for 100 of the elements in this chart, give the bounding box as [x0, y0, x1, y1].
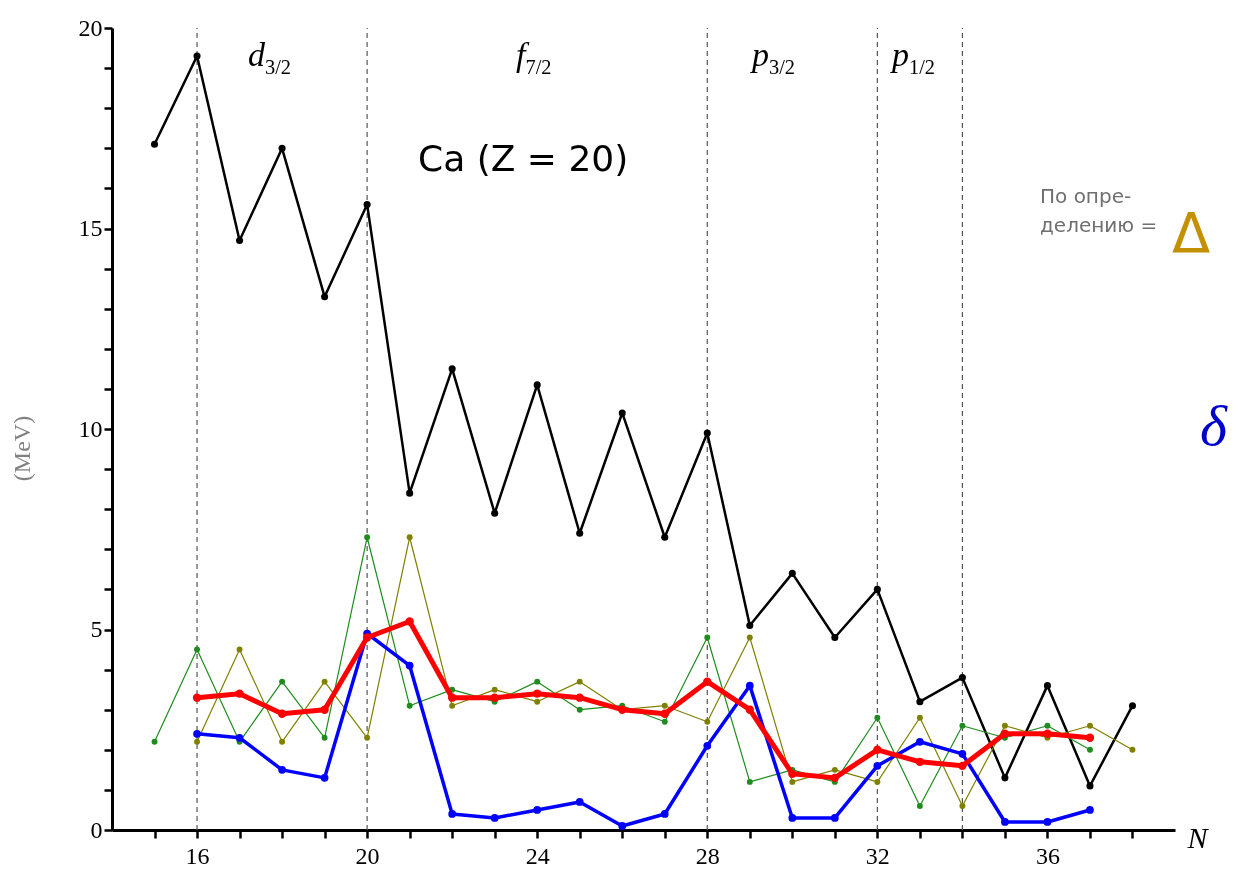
- x-tick-label: 16: [185, 842, 210, 869]
- point: [916, 714, 923, 721]
- point: [405, 661, 414, 670]
- point: [661, 702, 668, 709]
- x-axis-title: N: [1186, 820, 1210, 854]
- point: [959, 802, 966, 809]
- point: [958, 761, 967, 771]
- point: [320, 774, 329, 782]
- point: [320, 705, 329, 714]
- point: [874, 714, 881, 721]
- point: [830, 773, 840, 783]
- point: [575, 693, 584, 702]
- point: [533, 806, 542, 814]
- annotation: По опре-делению =: [1040, 184, 1158, 237]
- point: [575, 798, 584, 806]
- point: [703, 429, 711, 437]
- point: [746, 621, 754, 630]
- annotation: Ca (Z = 20): [418, 138, 629, 179]
- point: [1001, 774, 1009, 782]
- point: [873, 761, 882, 770]
- point: [449, 702, 456, 709]
- point: [916, 737, 924, 746]
- point: [576, 706, 583, 713]
- point: [491, 509, 499, 517]
- point: [533, 689, 542, 698]
- point: [1001, 818, 1009, 826]
- annotation: d$_{3/2}$: [248, 36, 292, 79]
- point: [958, 749, 967, 758]
- point: [448, 365, 456, 373]
- point: [915, 757, 925, 766]
- point: [194, 646, 200, 653]
- annotation: f$_{7/2}$: [516, 36, 552, 79]
- point: [236, 237, 244, 245]
- y-tick-label: 5: [90, 616, 103, 642]
- x-tick-label: 32: [865, 842, 890, 869]
- point: [1085, 733, 1095, 742]
- point: [406, 534, 413, 541]
- point: [1043, 729, 1052, 738]
- point: [745, 681, 754, 690]
- point: [1087, 746, 1093, 753]
- point: [490, 693, 499, 702]
- point: [1043, 818, 1052, 826]
- x-tick-label: 28: [695, 842, 720, 869]
- point: [916, 802, 923, 809]
- point: [789, 778, 796, 785]
- point: [277, 709, 287, 718]
- x-tick-label: 36: [1035, 842, 1060, 869]
- point: [447, 693, 457, 702]
- point: [364, 734, 371, 741]
- point: [746, 634, 753, 641]
- point: [661, 533, 669, 541]
- point: [788, 814, 797, 822]
- point: [321, 734, 328, 741]
- point: [1000, 729, 1010, 738]
- point: [873, 585, 881, 593]
- point: [1086, 782, 1094, 790]
- y-axis-title: (MeV): [8, 415, 35, 482]
- annotation: p$_{3/2}$: [752, 36, 796, 79]
- y-tick-label: 15: [78, 215, 103, 241]
- point: [235, 689, 244, 698]
- point: [788, 569, 796, 577]
- point: [703, 677, 712, 686]
- point: [278, 765, 286, 774]
- point: [1128, 702, 1137, 710]
- point: [1044, 722, 1051, 729]
- point: [1086, 806, 1094, 814]
- point: [405, 617, 414, 626]
- point: [491, 686, 498, 693]
- point: [830, 814, 839, 822]
- point: [873, 745, 882, 754]
- point: [746, 778, 753, 785]
- point: [406, 489, 414, 497]
- point: [831, 633, 839, 642]
- point: [704, 634, 711, 641]
- point: [279, 738, 286, 745]
- point: [618, 409, 626, 417]
- point: [362, 633, 372, 642]
- point: [1129, 746, 1136, 753]
- point: [321, 293, 329, 301]
- point: [1001, 722, 1008, 729]
- y-tick-label: 10: [78, 415, 103, 442]
- point: [192, 693, 202, 702]
- point: [279, 678, 286, 685]
- point: [448, 810, 457, 818]
- point: [661, 718, 668, 725]
- point: [194, 738, 200, 745]
- point: [193, 729, 201, 738]
- point: [831, 766, 838, 773]
- point: [490, 814, 499, 822]
- point: [534, 698, 541, 705]
- annotation: Δ: [1172, 200, 1211, 265]
- point: [534, 678, 541, 685]
- y-tick-label: 20: [78, 14, 103, 41]
- point: [660, 709, 669, 718]
- point: [236, 646, 243, 653]
- point: [1087, 722, 1093, 729]
- annotation: p$_{1/2}$: [892, 36, 936, 79]
- point: [151, 738, 158, 745]
- point: [618, 822, 627, 830]
- point: [576, 529, 584, 537]
